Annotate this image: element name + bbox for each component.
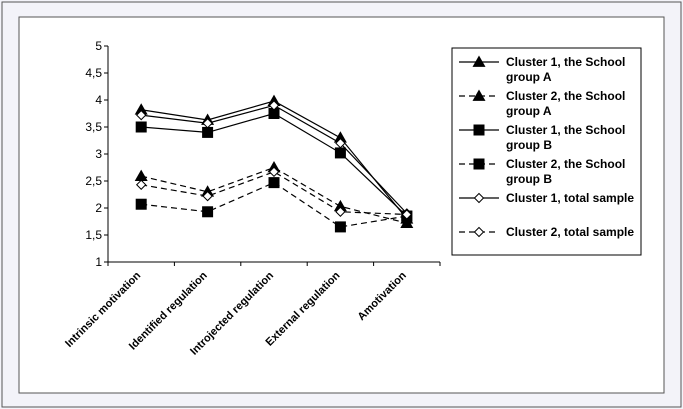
legend-label-line: Cluster 2, the School	[506, 89, 625, 103]
y-tick-label: 1,5	[85, 228, 102, 242]
legend-label: Cluster 2, the School group A	[506, 89, 625, 118]
data-point	[333, 131, 347, 143]
legend-entry: Cluster 2, total sample	[459, 225, 634, 239]
data-point	[268, 177, 280, 189]
y-tick-label: 5	[95, 39, 102, 53]
legend-label-line: Cluster 2, total sample	[506, 225, 634, 239]
data-point	[202, 126, 214, 138]
legend-label-line: group B	[506, 138, 552, 152]
data-point	[335, 206, 346, 217]
data-point	[268, 166, 280, 178]
legend-label-line: group A	[506, 70, 552, 84]
legend-entry: Cluster 1, total sample	[459, 191, 634, 205]
data-point	[333, 199, 347, 212]
series-line	[141, 166, 407, 224]
legend-marker	[473, 226, 485, 238]
series-line	[141, 171, 407, 216]
legend-entry: Cluster 1, the School group B	[459, 123, 625, 152]
legend-marker	[472, 89, 486, 101]
legend-entry: Cluster 2, the School group A	[459, 89, 625, 118]
data-point	[334, 147, 346, 159]
data-point	[134, 103, 148, 115]
legend-label: Cluster 2, the School group B	[506, 157, 625, 186]
data-point	[334, 221, 346, 233]
legend-label: Cluster 1, total sample	[506, 191, 634, 205]
data-point	[401, 209, 413, 220]
y-tick-label: 2,5	[85, 174, 102, 188]
legend-label-line: Cluster 1, the School	[506, 55, 625, 69]
legend-label: Cluster 2, total sample	[506, 225, 634, 239]
data-point	[268, 100, 280, 111]
y-tick-label: 3	[95, 147, 102, 161]
data-point	[134, 169, 148, 182]
data-point	[135, 109, 147, 121]
legend-marker	[473, 124, 485, 136]
legend-label-line: group B	[506, 172, 552, 186]
y-tick-label: 4,5	[85, 66, 102, 80]
legend-marker	[472, 55, 486, 67]
data-point	[135, 179, 147, 190]
legend-box	[451, 47, 642, 256]
legend-label-line: Cluster 1, the School	[506, 123, 625, 137]
y-tick-label: 1	[95, 255, 102, 269]
legend-label-line: group A	[506, 104, 552, 118]
legend-entry: Cluster 1, the School group A	[459, 55, 625, 84]
legend-label-line: Cluster 1, total sample	[506, 191, 634, 205]
legend-marker	[473, 192, 485, 204]
y-tick-label: 2	[95, 201, 102, 215]
data-point	[135, 198, 147, 210]
data-point	[268, 108, 280, 119]
y-tick-label: 4	[95, 93, 102, 107]
data-point	[202, 190, 213, 202]
series-line	[141, 181, 407, 228]
legend-marker	[473, 158, 485, 170]
data-point	[135, 121, 147, 133]
data-point	[400, 216, 414, 228]
legend-label-line: Cluster 2, the School	[506, 157, 625, 171]
data-point	[202, 206, 214, 218]
y-tick-label: 3,5	[85, 120, 102, 134]
legend-entry: Cluster 2, the School group B	[459, 157, 625, 186]
legend-label: Cluster 1, the School group A	[506, 55, 625, 84]
legend-label: Cluster 1, the School group B	[506, 123, 625, 152]
data-point	[335, 137, 346, 149]
data-point	[202, 118, 213, 129]
